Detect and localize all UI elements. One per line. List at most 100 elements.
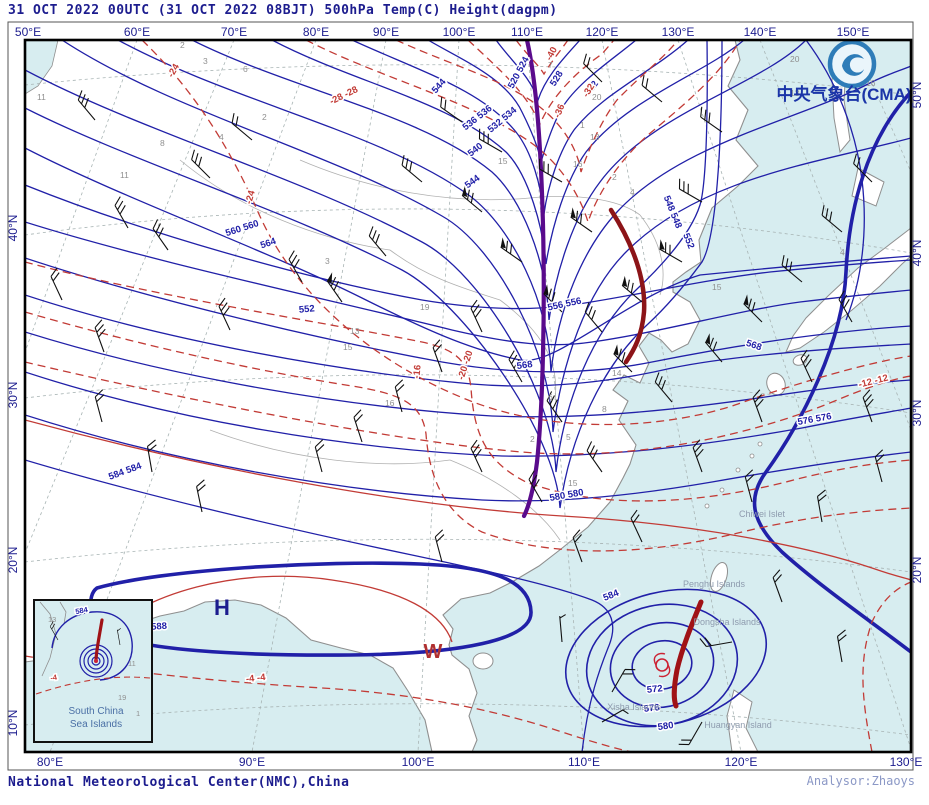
island-name-label: Huangyan Island [704, 720, 772, 730]
wind-barb [559, 614, 566, 643]
parallel-line [25, 208, 911, 254]
station-value: 6 [548, 392, 553, 402]
wind-barb [500, 237, 523, 263]
axis-label-right: 40°N [910, 240, 924, 267]
island [472, 652, 494, 670]
temp-contour-dashed [305, 40, 741, 225]
contour-label: 580 [657, 720, 674, 733]
wind-barb [191, 149, 211, 179]
station-value: 14 [612, 368, 622, 378]
wind-barb [700, 106, 723, 133]
axis-label-top: 100°E [443, 25, 476, 39]
inset-coast [59, 601, 67, 625]
station-value: 15 [498, 156, 508, 166]
wind-barb [583, 53, 603, 83]
meridian-line [49, 40, 317, 752]
temp-contour-solid [25, 419, 911, 581]
contour-label: 572 [646, 683, 663, 696]
islet [704, 503, 710, 509]
province-border [209, 429, 451, 465]
contour-label: -4 -4 [245, 672, 266, 685]
inset-trough [94, 618, 104, 663]
station-value: 3 [325, 256, 330, 266]
wind-barb [218, 297, 231, 331]
wind-barb [94, 389, 105, 423]
axis-label-top: 80°E [303, 25, 329, 39]
axis-label-bottom: 90°E [239, 755, 265, 769]
station-value: 8 [160, 138, 165, 148]
wind-barb [838, 290, 853, 323]
islet [757, 441, 763, 447]
wind-barb [288, 250, 303, 283]
station-value: 20 [790, 54, 800, 64]
station-value: 16 [866, 78, 876, 88]
inset-title-line2: Sea Islands [70, 719, 122, 730]
station-value: 2 [180, 40, 185, 50]
wind-barb [50, 267, 63, 301]
inset-outer-contour [51, 611, 133, 681]
station-value: 11 [37, 92, 46, 102]
height-contour [25, 147, 911, 362]
station-value: 2 [262, 112, 267, 122]
island-name-label: Chiwei Islet [739, 509, 786, 519]
axis-label-bottom: 130°E [890, 755, 923, 769]
wind-barb [114, 196, 129, 229]
wind-barb [678, 178, 703, 203]
wind-barb [874, 449, 885, 483]
meridian-line [25, 40, 235, 554]
footer-source: National Meteorological Center(NMC),Chin… [8, 775, 350, 790]
contour-label: 568 [516, 359, 533, 372]
wind-barb [584, 302, 603, 333]
hokkaido-island [851, 167, 885, 207]
wind-barb [630, 509, 643, 543]
wind-barb [570, 207, 593, 233]
axis-label-bottom: 110°E [568, 755, 600, 769]
wind-barb [743, 294, 763, 323]
wind-barb [752, 389, 764, 423]
wind-barb [699, 637, 733, 648]
axis-label-right: 30°N [910, 400, 924, 427]
inset-map: 13 11 19 1 584 -4 South China Sea Islands [33, 599, 153, 743]
meridian-line [759, 40, 911, 431]
temp-contour-dashed [25, 311, 911, 552]
wind-barb [641, 75, 663, 103]
axis-label-top: 60°E [124, 25, 150, 39]
wind-barb [772, 569, 783, 603]
wind-barb [611, 668, 636, 693]
wind-barb [196, 479, 206, 513]
temp-contour-dashed [25, 261, 911, 502]
temp-contour-dashed [862, 581, 911, 752]
station-value: 13 [590, 132, 600, 142]
wind-barb [231, 113, 253, 141]
province-border [299, 159, 641, 216]
axis-label-bottom: 120°E [725, 755, 758, 769]
sea-patch [25, 40, 59, 95]
height-contour [117, 40, 911, 373]
wind-barb [659, 239, 683, 263]
height-contour [25, 459, 614, 752]
station-value: 19 [420, 302, 430, 312]
contour-label: 576 [643, 702, 660, 715]
contour-label: -16 [411, 364, 423, 379]
axis-label-bottom: 100°E [402, 755, 435, 769]
islet [735, 467, 741, 473]
wind-barb [94, 319, 106, 353]
province-border [449, 459, 561, 541]
wind-barb [543, 284, 563, 313]
height-contour [25, 294, 911, 387]
inset-title-line1: South China [68, 706, 123, 717]
wind-barb [401, 155, 423, 183]
wind-barb [692, 439, 704, 473]
station-value: 6 [243, 64, 248, 74]
height-contour [191, 40, 807, 321]
wind-barb [654, 372, 673, 403]
axis-label-top: 50°E [15, 25, 41, 39]
station-value: 11 [120, 170, 129, 180]
cma-swirl [842, 54, 864, 76]
wind-barb [853, 153, 873, 183]
wind-barb [368, 226, 387, 257]
cma-logo-text: 中央气象台(CMA) [776, 84, 911, 104]
wind-barb [353, 409, 363, 443]
station-value: 13 [350, 326, 360, 336]
province-border [389, 249, 501, 301]
